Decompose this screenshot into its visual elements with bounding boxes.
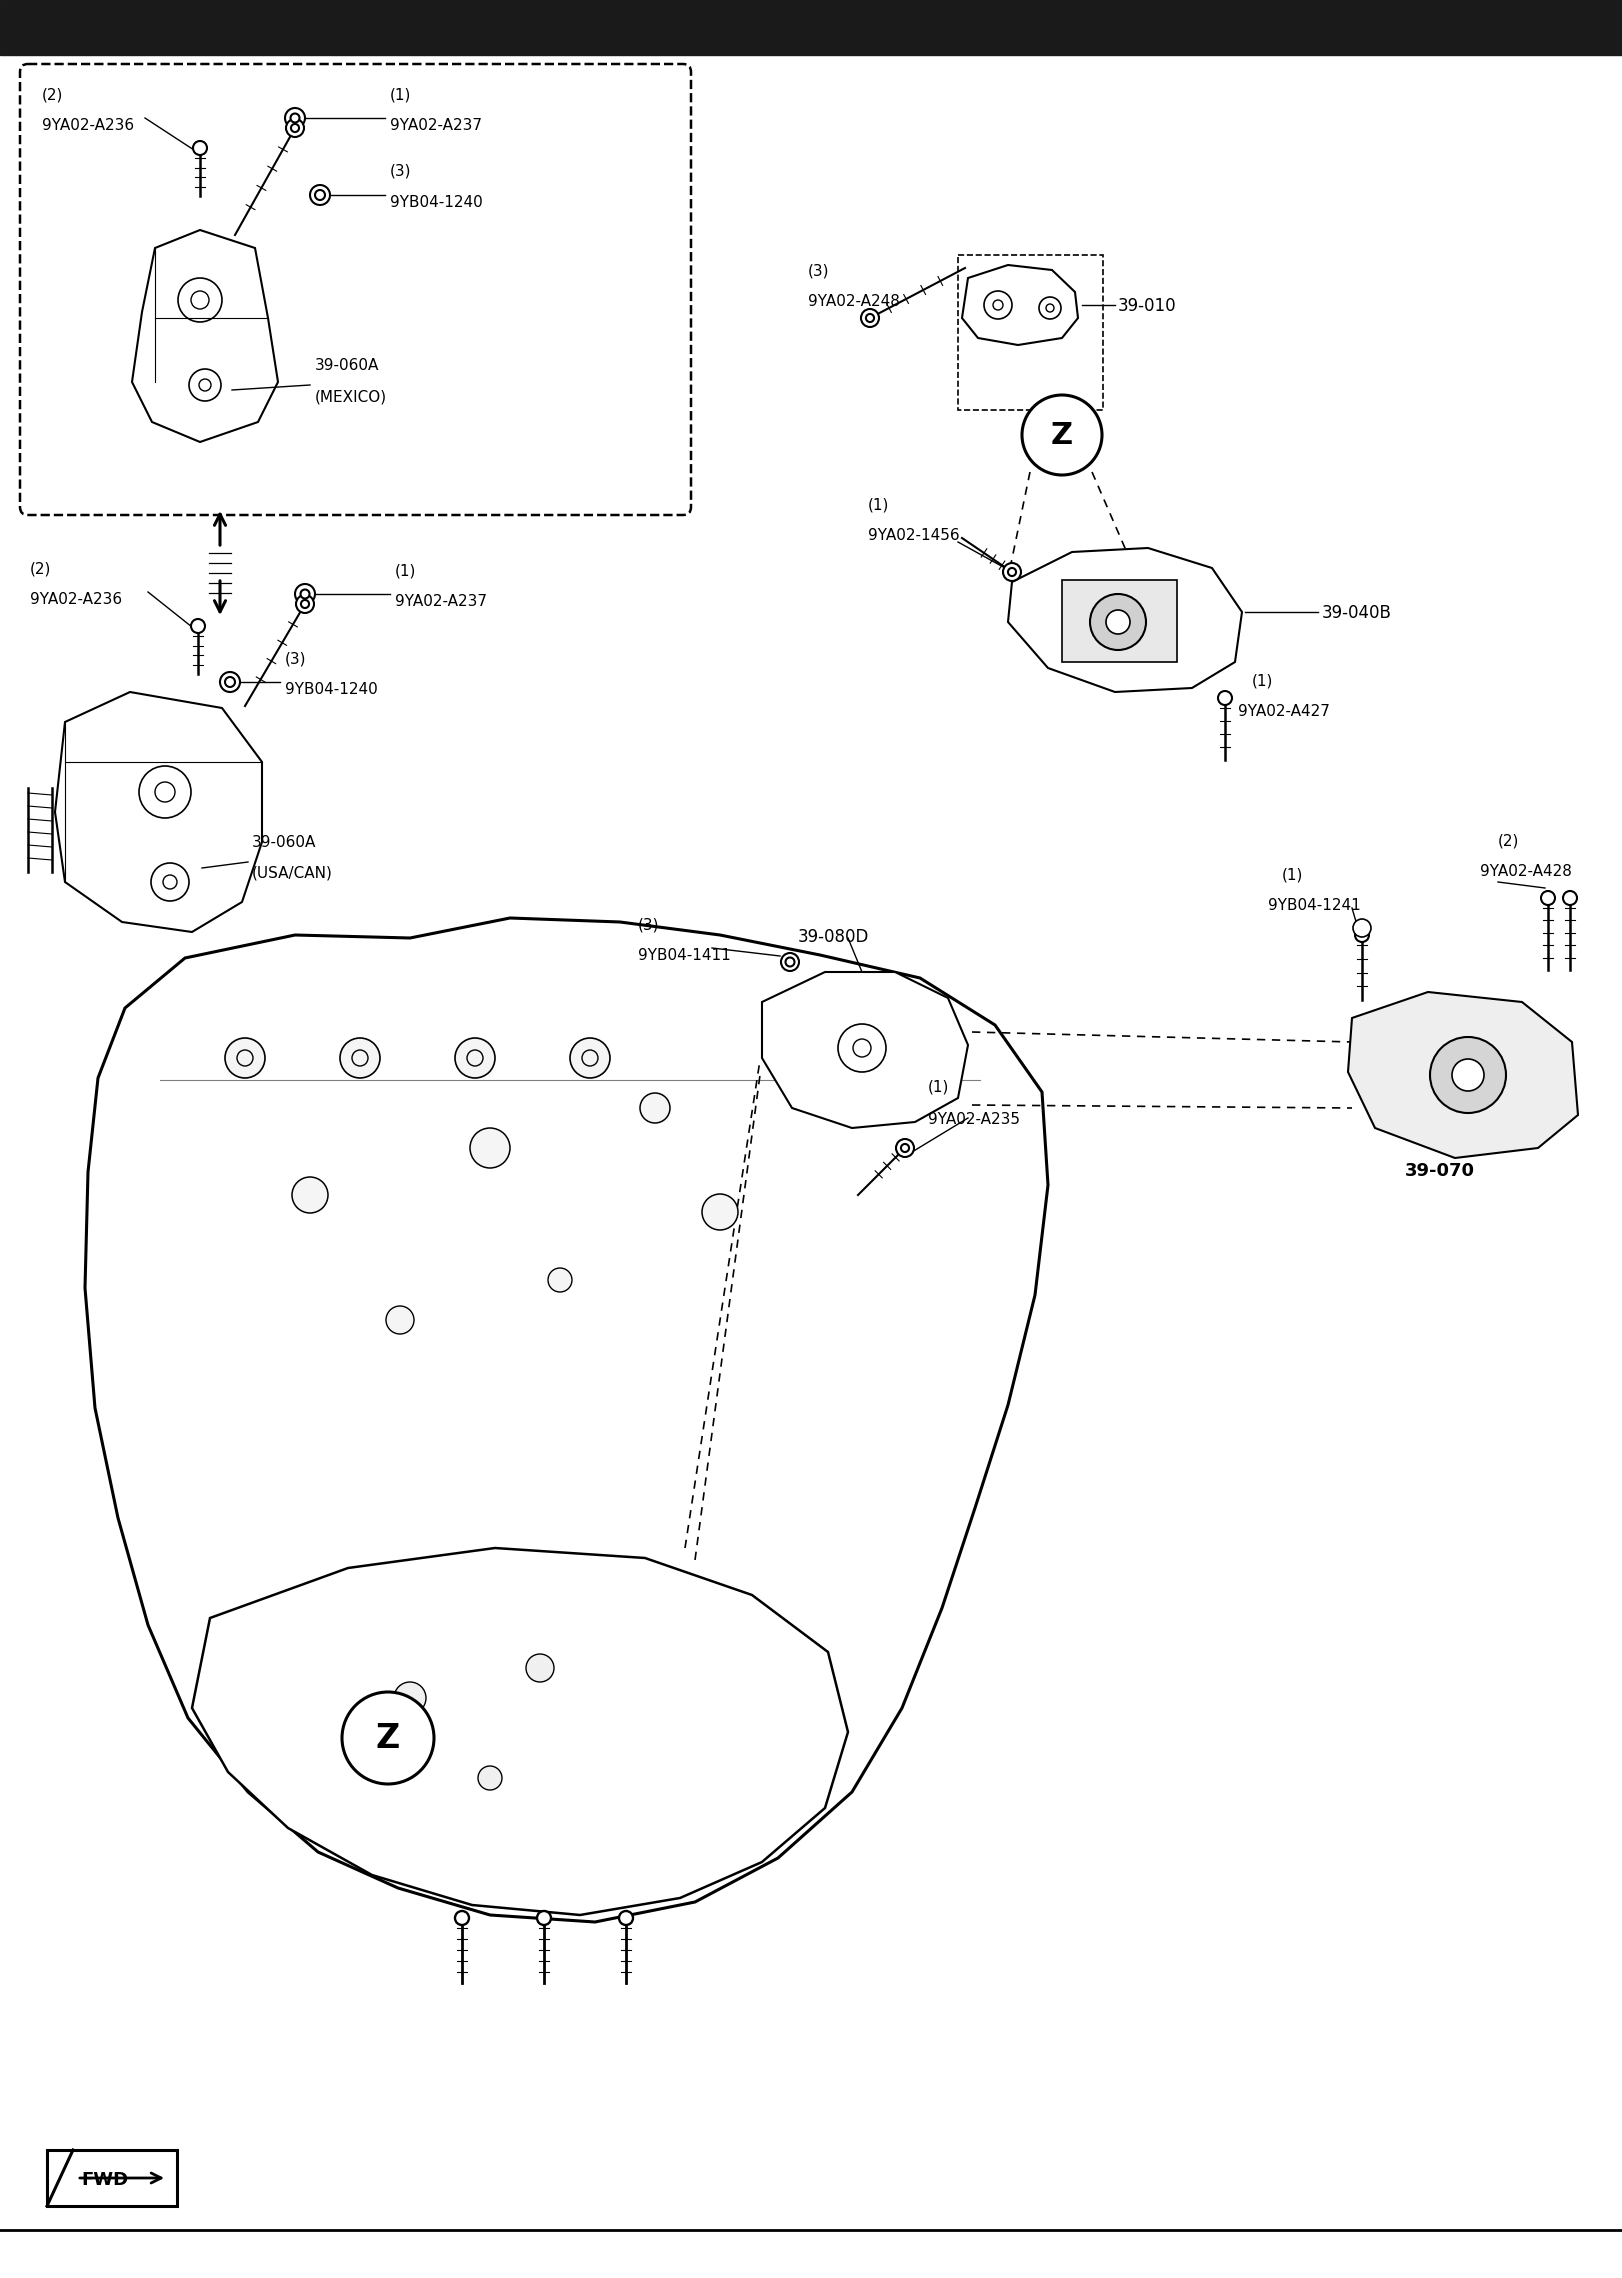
- Circle shape: [1541, 891, 1555, 904]
- Circle shape: [1002, 563, 1020, 581]
- Text: 9YB04-1411: 9YB04-1411: [637, 948, 732, 964]
- Text: Z: Z: [1051, 421, 1074, 449]
- Polygon shape: [131, 230, 277, 442]
- Text: 39-010: 39-010: [1118, 296, 1176, 314]
- Text: (2): (2): [1499, 834, 1520, 847]
- Circle shape: [191, 620, 204, 633]
- Text: (3): (3): [637, 918, 660, 932]
- Bar: [1062, 581, 1178, 663]
- Circle shape: [295, 595, 315, 613]
- Text: 9YA02-A428: 9YA02-A428: [1479, 863, 1572, 879]
- Text: Z: Z: [376, 1722, 401, 1754]
- Circle shape: [620, 1911, 633, 1925]
- Circle shape: [394, 1681, 427, 1713]
- Text: 9YB04-1240: 9YB04-1240: [285, 681, 378, 697]
- Text: (3): (3): [808, 262, 829, 278]
- Circle shape: [569, 1039, 610, 1077]
- Circle shape: [478, 1765, 501, 1791]
- Text: (1): (1): [928, 1080, 949, 1096]
- Text: (2): (2): [29, 560, 52, 576]
- Text: 9YA02-A235: 9YA02-A235: [928, 1112, 1020, 1128]
- Text: 39-060A: 39-060A: [315, 358, 380, 374]
- Circle shape: [641, 1093, 670, 1123]
- Circle shape: [300, 590, 310, 599]
- Polygon shape: [1348, 991, 1578, 1157]
- Circle shape: [456, 1911, 469, 1925]
- Circle shape: [1564, 891, 1577, 904]
- Text: 39-080D: 39-080D: [798, 927, 869, 945]
- Text: 39-060A: 39-060A: [251, 836, 316, 850]
- Circle shape: [302, 599, 310, 608]
- Circle shape: [1452, 1059, 1484, 1091]
- Circle shape: [193, 141, 208, 155]
- Circle shape: [895, 1139, 915, 1157]
- Polygon shape: [55, 693, 263, 932]
- Text: (3): (3): [389, 164, 412, 180]
- Circle shape: [526, 1654, 555, 1681]
- Polygon shape: [191, 1549, 848, 1916]
- Circle shape: [548, 1269, 573, 1292]
- Text: (MEXICO): (MEXICO): [315, 390, 388, 403]
- Text: 9YA02-A236: 9YA02-A236: [42, 118, 135, 132]
- Circle shape: [1022, 394, 1101, 476]
- Circle shape: [315, 189, 324, 200]
- Text: ENGINE & TRANSMISSION MOUNTINGS (AUTOMATIC TRANSMISSION): ENGINE & TRANSMISSION MOUNTINGS (AUTOMAT…: [357, 16, 1265, 39]
- Polygon shape: [762, 973, 968, 1128]
- Text: 9YA02-A427: 9YA02-A427: [1238, 704, 1330, 720]
- Text: 39-070: 39-070: [1405, 1162, 1474, 1180]
- Text: 9YA02-A237: 9YA02-A237: [389, 118, 482, 132]
- Circle shape: [702, 1194, 738, 1230]
- Bar: [0, 0, 1622, 55]
- Text: (1): (1): [396, 563, 417, 579]
- Circle shape: [290, 123, 298, 132]
- Text: 9YB04-1241: 9YB04-1241: [1268, 898, 1361, 913]
- Text: (2): (2): [42, 87, 63, 103]
- Circle shape: [1354, 927, 1369, 943]
- Text: 9YB04-1240: 9YB04-1240: [389, 196, 483, 210]
- Circle shape: [456, 1039, 495, 1077]
- Text: 39-040B: 39-040B: [1322, 604, 1392, 622]
- Text: 9YA02-A236: 9YA02-A236: [29, 592, 122, 606]
- Circle shape: [285, 118, 303, 137]
- Circle shape: [900, 1144, 908, 1153]
- Circle shape: [341, 1039, 380, 1077]
- Text: (1): (1): [1281, 868, 1304, 882]
- Text: 9YA02-A248: 9YA02-A248: [808, 294, 900, 310]
- Circle shape: [1218, 690, 1233, 704]
- Polygon shape: [962, 264, 1079, 344]
- Text: (1): (1): [868, 497, 889, 513]
- Text: 9YA02-1456: 9YA02-1456: [868, 528, 960, 542]
- Circle shape: [292, 1178, 328, 1212]
- Circle shape: [225, 1039, 264, 1077]
- Circle shape: [386, 1305, 414, 1335]
- Circle shape: [225, 677, 235, 688]
- Circle shape: [285, 107, 305, 128]
- Circle shape: [342, 1693, 435, 1784]
- Circle shape: [295, 583, 315, 604]
- Circle shape: [1007, 567, 1015, 576]
- Circle shape: [782, 952, 800, 970]
- Circle shape: [1090, 595, 1147, 649]
- Circle shape: [470, 1128, 509, 1169]
- Polygon shape: [1007, 549, 1242, 693]
- Circle shape: [221, 672, 240, 693]
- Bar: [959, 255, 1103, 410]
- Circle shape: [785, 957, 795, 966]
- Text: (USA/CAN): (USA/CAN): [251, 866, 333, 882]
- Text: 9YA02-A237: 9YA02-A237: [396, 595, 487, 608]
- Circle shape: [1431, 1036, 1505, 1114]
- Bar: [47, 2150, 177, 2205]
- Circle shape: [537, 1911, 551, 1925]
- Text: (3): (3): [285, 652, 307, 665]
- Circle shape: [1106, 611, 1131, 633]
- Circle shape: [290, 114, 300, 123]
- Circle shape: [1353, 918, 1371, 936]
- Polygon shape: [84, 918, 1048, 1923]
- Text: (1): (1): [1252, 672, 1273, 688]
- Text: (1): (1): [389, 87, 412, 103]
- Circle shape: [866, 314, 874, 321]
- Circle shape: [310, 185, 329, 205]
- Text: FWD: FWD: [81, 2171, 128, 2189]
- Circle shape: [861, 310, 879, 328]
